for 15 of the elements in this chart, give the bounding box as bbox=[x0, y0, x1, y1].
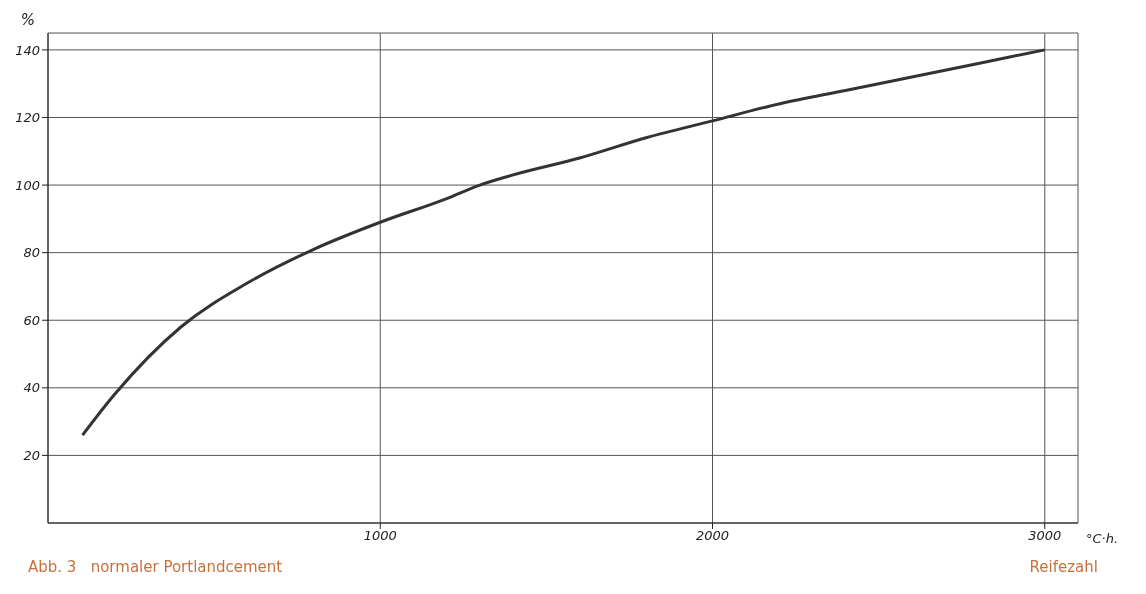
text: Abb. 3 normaler Portlandcement bbox=[28, 558, 283, 576]
y-tick-label: 100 bbox=[15, 177, 40, 193]
y-tick-label: 140 bbox=[15, 42, 40, 58]
y-tick-label: 80 bbox=[23, 245, 40, 261]
x-tick-label: 3000 bbox=[1028, 528, 1062, 544]
x-axis-title: °C·h. bbox=[1086, 530, 1119, 546]
y-tick-label: 20 bbox=[23, 448, 40, 464]
x-tick-label: 1000 bbox=[363, 528, 397, 544]
y-tick-label: 60 bbox=[23, 312, 40, 328]
x-tick-label: 2000 bbox=[695, 528, 730, 544]
y-tick-label: 120 bbox=[15, 110, 40, 126]
text: Reifezahl bbox=[1029, 558, 1098, 576]
y-tick-label: 40 bbox=[23, 380, 40, 396]
line-series bbox=[81, 48, 1047, 437]
y-axis-title: % bbox=[20, 11, 36, 29]
